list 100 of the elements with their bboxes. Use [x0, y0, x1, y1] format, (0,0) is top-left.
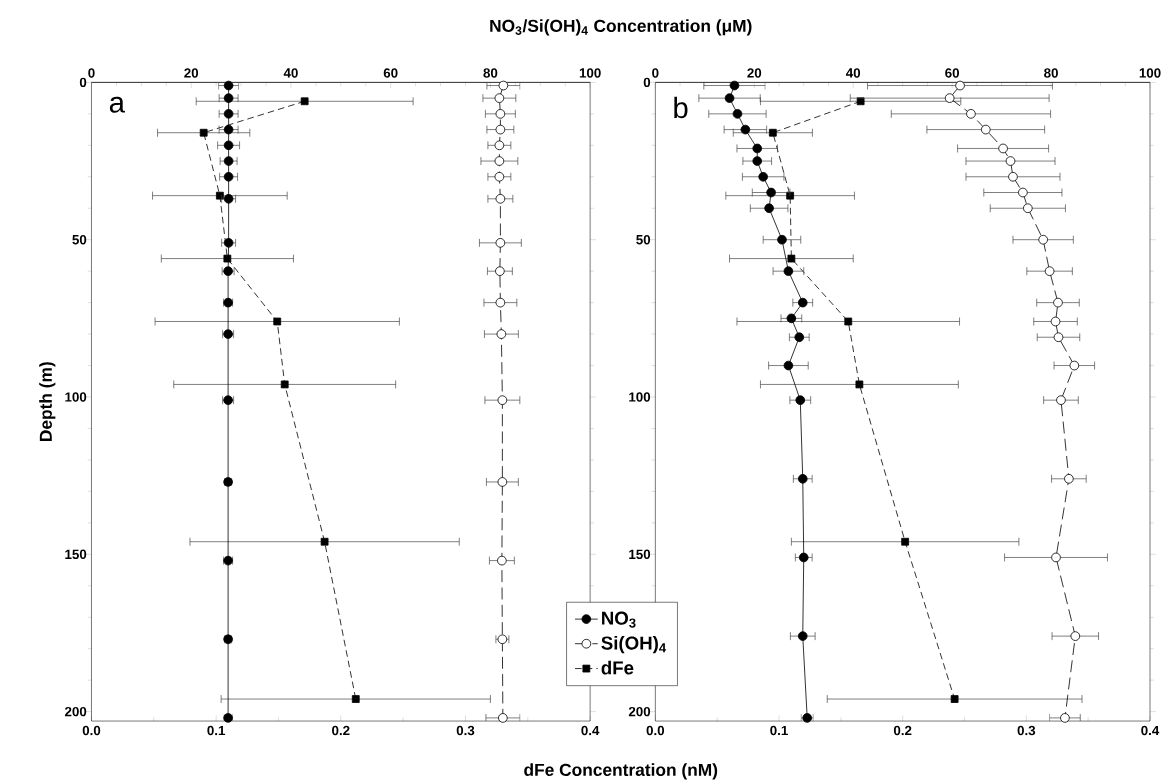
x-tick-label: 0.4 — [581, 725, 600, 736]
point — [223, 140, 234, 151]
legend-label: NO$_{3}$ — [602, 611, 636, 628]
point — [1053, 332, 1064, 343]
point — [1060, 713, 1070, 723]
x-tick-label: 0.4 — [1141, 725, 1160, 736]
point — [777, 234, 787, 245]
x-tick-label: 0.0 — [646, 725, 665, 736]
x2-tick-label: 80 — [1044, 68, 1058, 78]
point — [497, 395, 508, 405]
point — [495, 266, 505, 276]
y-tick-label: 0 — [79, 77, 87, 88]
point — [740, 124, 751, 135]
point — [498, 80, 509, 91]
x-tick-label: 0.2 — [332, 725, 350, 736]
x2-tick-label: 60 — [945, 68, 960, 78]
point — [752, 156, 763, 166]
x-tick-label: 0.0 — [82, 725, 101, 736]
legend-label: Si(OH)$_{4}$ — [601, 635, 667, 654]
x-tick-label: 0.3 — [456, 725, 475, 736]
point — [223, 80, 234, 91]
point — [1056, 395, 1066, 405]
point — [498, 713, 508, 723]
point — [797, 631, 808, 641]
legend-label: dFe — [601, 660, 634, 675]
point — [223, 171, 234, 182]
point — [797, 297, 808, 308]
x2-axis-title: NO$_{3}$/Si(OH)$_{4}$ Concentration (μM) — [490, 19, 752, 36]
point — [798, 552, 809, 563]
x2-tick-label: 40 — [846, 68, 861, 78]
point — [1069, 360, 1080, 371]
point — [980, 124, 991, 135]
x-tick-label: 0.1 — [770, 725, 788, 736]
point — [495, 194, 506, 204]
y-tick-label: 50 — [636, 234, 651, 245]
point — [1005, 156, 1016, 166]
annotation: b — [674, 96, 688, 119]
point — [944, 93, 955, 103]
point — [495, 238, 506, 248]
point — [223, 156, 234, 166]
point — [758, 171, 768, 182]
y-tick-label: 100 — [629, 392, 651, 402]
x-axis-title: dFe Concentration (nM) — [524, 763, 718, 780]
point — [955, 80, 965, 91]
point — [794, 332, 805, 343]
x2-tick-label: 100 — [1139, 68, 1161, 78]
point — [494, 156, 505, 166]
point — [795, 395, 806, 405]
x2-tick-label: 80 — [483, 68, 498, 78]
x2-tick-label: 60 — [383, 68, 398, 78]
point — [495, 124, 506, 135]
point — [998, 143, 1008, 154]
x2-tick-label: 0 — [652, 68, 659, 78]
point — [966, 109, 976, 119]
point — [497, 555, 507, 566]
point — [724, 93, 735, 103]
x-tick-label: 0.3 — [1017, 725, 1036, 736]
x2-tick-label: 0 — [88, 68, 95, 78]
point — [494, 171, 505, 182]
point — [786, 313, 797, 324]
point — [783, 360, 794, 371]
point — [1038, 234, 1048, 245]
point — [764, 203, 774, 214]
point — [1053, 297, 1063, 308]
point — [797, 474, 808, 484]
x2-tick-label: 40 — [283, 68, 298, 78]
point — [495, 109, 506, 119]
annotation: a — [109, 96, 125, 113]
y-tick-label: 200 — [628, 706, 651, 717]
point — [494, 93, 505, 103]
y-axis-title: Depth (m) — [39, 362, 56, 442]
x2-tick-label: 20 — [747, 68, 762, 78]
point — [752, 143, 763, 154]
y-tick-label: 50 — [72, 234, 87, 245]
point — [223, 93, 234, 103]
y-tick-label: 200 — [64, 706, 87, 717]
point — [783, 266, 794, 276]
point — [495, 297, 506, 308]
point — [1070, 631, 1081, 641]
point — [766, 187, 776, 198]
point — [1023, 203, 1033, 214]
point — [729, 80, 740, 91]
point — [1044, 266, 1055, 276]
point — [496, 329, 507, 339]
point — [1018, 187, 1028, 198]
point — [732, 109, 743, 119]
point — [1064, 474, 1074, 484]
point — [494, 140, 505, 151]
y-tick-label: 150 — [65, 549, 87, 560]
point — [1008, 171, 1018, 182]
x2-tick-label: 100 — [579, 68, 601, 78]
point — [223, 109, 234, 119]
y-tick-label: 0 — [643, 77, 651, 88]
x-tick-label: 0.1 — [207, 725, 226, 736]
point — [223, 124, 234, 135]
y-tick-label: 150 — [629, 549, 651, 560]
point — [1051, 552, 1061, 563]
x-tick-label: 0.2 — [893, 725, 912, 736]
point — [1050, 316, 1061, 327]
y-tick-label: 100 — [65, 392, 87, 402]
